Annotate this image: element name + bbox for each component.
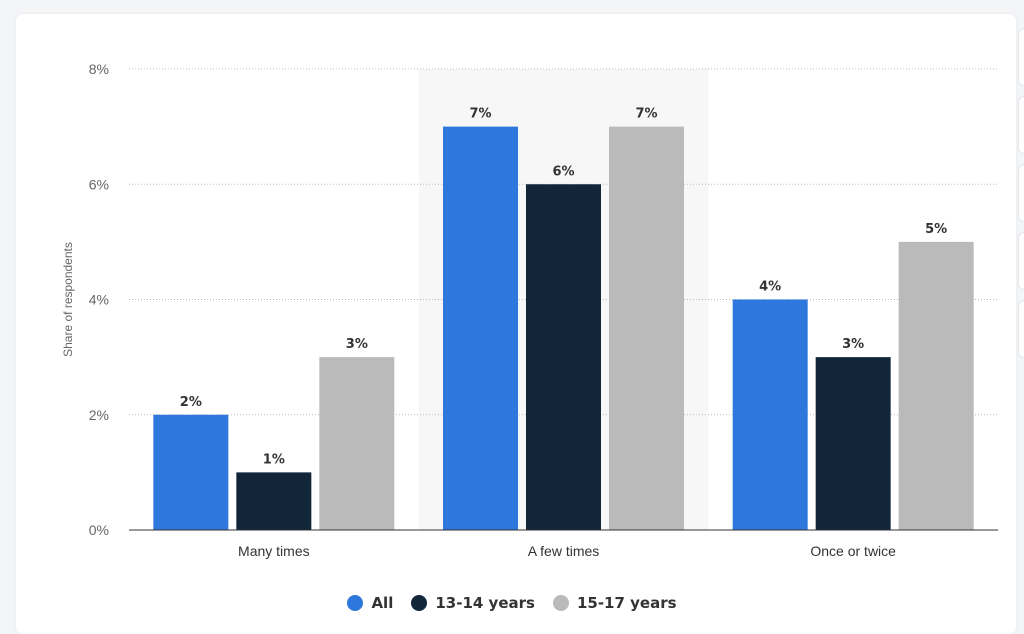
bar-value-label: 6% [552,164,574,179]
legend: All 13-14 years 15-17 years [0,594,1024,612]
legend-label-15-17-years: 15-17 years [576,594,677,612]
bar-a-few-times-13-14-years[interactable] [526,184,601,530]
y-tick-label: 6% [89,176,109,192]
x-axis-categories: Many times A few times Once or twice [238,543,896,559]
grid-lines [129,68,998,416]
bar-a-few-times-15-17-years[interactable] [609,126,684,530]
bar-value-label: 7% [635,107,657,122]
bar-value-label: 7% [469,107,491,122]
legend-dot-all [347,595,364,611]
x-category-label: A few times [528,543,600,559]
x-category-label: Once or twice [810,543,896,559]
bar-many-times-all[interactable] [153,414,229,530]
bar-value-label: 4% [759,280,781,295]
y-axis-ticks: 0% 2% 4% 6% 8% [89,61,109,538]
side-panel-tab[interactable] [1018,164,1024,222]
bar-value-label: 3% [842,337,864,352]
bar-value-label: 3% [346,337,368,352]
side-panel-tab[interactable] [1018,232,1024,290]
bar-once-or-twice-all[interactable] [732,299,808,531]
legend-label-all: All [371,594,394,612]
side-panel-tab[interactable] [1018,300,1024,358]
bars [153,126,974,531]
bar-value-label: 1% [263,452,285,467]
side-panel-tab[interactable] [1018,28,1024,86]
value-labels: 2% 1% 3% 7% 6% 7% 4% 3% 5% [180,107,947,468]
bar-many-times-15-17-years[interactable] [319,357,395,530]
legend-dot-13-14-years [411,595,428,611]
y-tick-label: 2% [89,407,109,423]
x-category-label: Many times [238,543,310,559]
bar-value-label: 2% [180,395,202,410]
legend-item-13-14-years[interactable]: 13-14 years [411,594,535,612]
y-tick-label: 0% [89,522,109,538]
legend-label-13-14-years: 13-14 years [435,594,535,612]
bar-a-few-times-all[interactable] [443,126,518,530]
bar-many-times-13-14-years[interactable] [236,472,312,530]
legend-item-all[interactable]: All [347,594,393,612]
y-axis-title: Share of respondents [61,242,75,357]
bar-chart: 2% 1% 3% 7% 6% 7% 4% 3% 5% 0% 2% 4% 6% 8% Many times… [61,61,998,559]
legend-item-15-17-years[interactable]: 15-17 years [552,594,677,612]
legend-dot-15-17-years [552,595,569,611]
bar-once-or-twice-15-17-years[interactable] [898,241,974,530]
y-tick-label: 8% [89,61,109,77]
side-panel-tab[interactable] [1018,96,1024,154]
bar-value-label: 5% [925,222,947,237]
y-tick-label: 4% [89,292,109,308]
bar-once-or-twice-13-14-years[interactable] [815,357,891,530]
